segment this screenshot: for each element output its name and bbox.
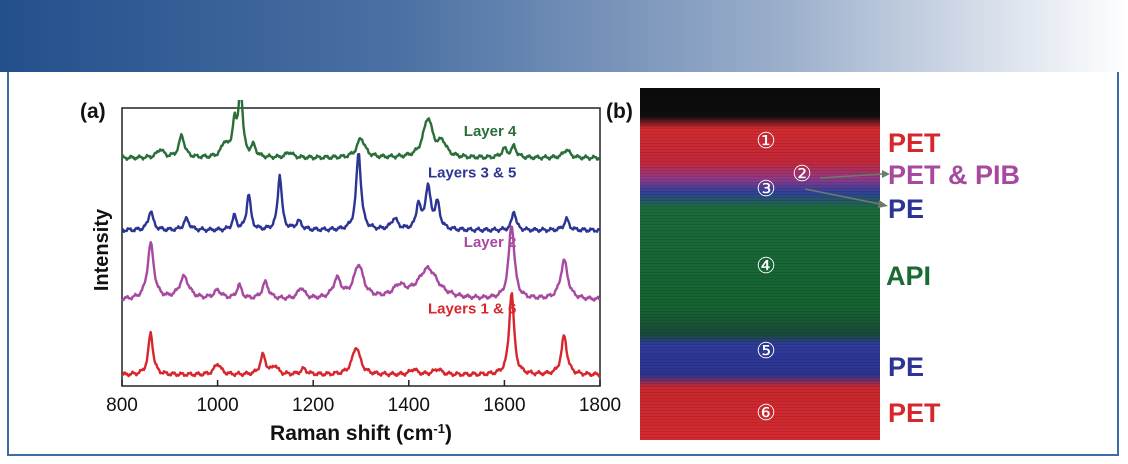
layer-material-label: PET <box>888 128 941 158</box>
scanline-texture <box>640 88 880 440</box>
layer-material-label: API <box>886 261 931 291</box>
raman-image-panel: ① PET ② PET & PIB ③ PE ④ API ⑤ PE ⑥ PET <box>640 88 1020 440</box>
pointer-line-pe-top <box>804 188 881 205</box>
series-line <box>121 152 601 234</box>
x-tick-label: 1800 <box>579 395 621 416</box>
x-tick-label: 1400 <box>388 395 430 416</box>
x-tick-label: 1200 <box>292 395 334 416</box>
panel-b-label: (b) <box>606 100 633 123</box>
series-line <box>121 292 601 378</box>
layer-number-badge: ④ <box>756 253 776 278</box>
x-tick-label: 1000 <box>196 395 238 416</box>
layer-number-badge: ⑥ <box>756 400 776 425</box>
series-label: Layer 4 <box>464 123 517 140</box>
x-axis-label-end: ) <box>445 422 452 445</box>
header-banner <box>0 0 1128 72</box>
pointer-arrow-pe-top <box>878 200 888 208</box>
x-axis-label: Raman shift (cm-1) <box>270 421 452 446</box>
panel-a-label: (a) <box>80 100 106 123</box>
figure-frame <box>7 72 1119 456</box>
layer-number-badge: ⑤ <box>756 338 776 363</box>
layer-material-label: PE <box>888 194 924 224</box>
series-label: Layers 3 & 5 <box>428 165 516 182</box>
layer-material-label: PET & PIB <box>888 160 1020 190</box>
series-line <box>121 225 601 302</box>
y-axis-label: Intensity <box>91 208 113 291</box>
layer-number-badge: ② <box>792 161 812 186</box>
x-axis-label-main: Raman shift (cm <box>270 422 433 445</box>
layer-material-label: PET <box>888 398 941 428</box>
plot-area-frame <box>121 107 601 387</box>
pointer-arrow-pet-pib <box>882 170 890 178</box>
x-tick-label: 1600 <box>483 395 525 416</box>
layer-number-badge: ③ <box>756 176 776 201</box>
series-label: Layer 2 <box>464 234 517 251</box>
x-tick-label: 800 <box>106 395 138 416</box>
series-line <box>120 100 601 162</box>
series-label: Layers 1 & 6 <box>428 301 516 318</box>
x-axis-label-sup: -1 <box>433 421 445 436</box>
pointer-line-pet-pib <box>819 173 883 179</box>
layer-number-badge: ① <box>756 128 776 153</box>
layer-material-label: PE <box>888 352 924 382</box>
raman-spectra-chart: Layer 4 Layers 3 & 5 Layer 2 Layers 1 & 6 8… <box>91 100 621 446</box>
